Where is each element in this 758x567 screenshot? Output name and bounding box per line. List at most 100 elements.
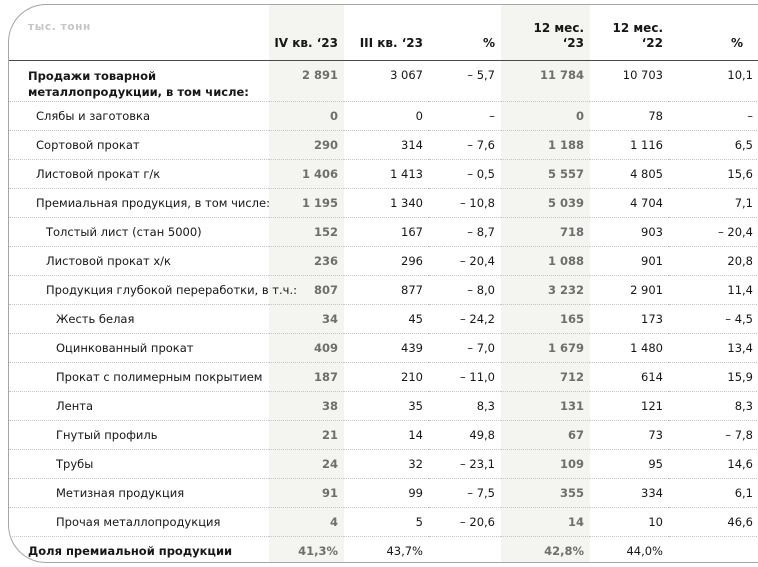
cell-value: 334	[590, 477, 669, 508]
row-label: Жесть белая	[9, 303, 269, 334]
cell-value: 2 891	[269, 60, 344, 102]
unit-label: тыс. тонн	[9, 5, 269, 61]
cell-value: 8,3	[669, 390, 758, 421]
row-label: Оцинкованный прокат	[9, 332, 269, 363]
cell-value: 1 406	[269, 158, 344, 189]
cell-value: 314	[344, 129, 429, 160]
cell-value: 8,3	[429, 390, 501, 421]
cell-value: 73	[590, 419, 669, 450]
column-header-q4-23: IV кв. ‘23	[269, 5, 344, 61]
cell-value: 91	[269, 477, 344, 508]
cell-value: 807	[269, 274, 344, 305]
cell-value: 15,6	[669, 158, 758, 189]
cell-value: 43,7%	[344, 535, 429, 562]
cell-value: 41,3%	[269, 535, 344, 562]
row-label: Премиальная продукция, в том числе:	[9, 187, 270, 218]
table-row: Толстый лист (стан 5000) 152 167– 8,7 718 90…	[9, 216, 758, 247]
cell-value: 5 557	[501, 158, 590, 189]
cell-value: 49,8	[429, 419, 501, 450]
cell-value: 20,8	[669, 245, 758, 276]
cell-value: 6,1	[669, 477, 758, 508]
table-row: Продукция глубокой переработки, в т.ч.: 8…	[9, 274, 758, 305]
cell-value: 296	[344, 245, 429, 276]
cell-value: – 24,2	[429, 303, 501, 334]
cell-value: 131	[501, 390, 590, 421]
cell-value: 6,5	[669, 129, 758, 160]
cell-value: 10,1	[727, 67, 753, 82]
cell-value: 1 188	[501, 129, 590, 160]
cell-value: 32	[344, 448, 429, 479]
cell-value: – 7,5	[429, 477, 501, 508]
cell-value: 46,6	[669, 506, 758, 537]
cell-value	[429, 535, 501, 562]
cell-value: 290	[269, 129, 344, 160]
row-label: Листовой прокат х/к	[9, 245, 269, 276]
cell-value: 165	[501, 303, 590, 334]
cell-value: 614	[590, 361, 669, 392]
cell-value: 1 340	[344, 187, 429, 218]
cell-value: – 11,0	[429, 361, 501, 392]
column-header-pct-quarter: %	[429, 5, 501, 61]
cell-value: –	[429, 100, 501, 131]
column-header-12m-22: 12 мес. ‘22	[590, 5, 669, 61]
cell-value: 35	[344, 390, 429, 421]
cell-value: 1 480	[590, 332, 669, 363]
table-row: Премиальная продукция, в том числе: 1 195…	[9, 187, 758, 218]
cell-value: – 0,5	[429, 158, 501, 189]
cell-value: 712	[501, 361, 590, 392]
cell-value: 121	[590, 390, 669, 421]
row-label: Листовой прокат г/к	[9, 158, 269, 189]
cell-value: 99	[344, 477, 429, 508]
table-row: Прокат с полимерным покрытием 187 210– 11,…	[9, 361, 758, 392]
table-row: Оцинкованный прокат 409 439– 7,0 1 679 1 480…	[9, 332, 758, 363]
cell-value: 187	[269, 361, 344, 392]
row-label: Трубы	[9, 448, 269, 479]
cell-value: –	[669, 100, 758, 131]
row-label: Доля премиальной продукции	[9, 535, 269, 562]
cell-value: 718	[501, 216, 590, 247]
cell-value: 1 195	[269, 187, 344, 218]
table-row: Продажи товарной металлопродукции, в том…	[9, 60, 758, 102]
cell-value: 167	[344, 216, 429, 247]
cell-value: 3 232	[501, 274, 590, 305]
sales-table-panel: тыс. тонн IV кв. ‘23 III кв. ‘23 % 12 ме…	[8, 4, 758, 563]
cell-value: 14,6	[669, 448, 758, 479]
cell-value: 15,9	[669, 361, 758, 392]
cell-value: 236	[269, 245, 344, 276]
cell-value: 903	[590, 216, 669, 247]
row-label: Прокат с полимерным покрытием	[9, 361, 269, 392]
row-label: Сортовой прокат	[9, 129, 269, 160]
cell-value: 42,8%	[501, 535, 590, 562]
cell-value: 10 703	[622, 67, 663, 82]
table-row: Доля премиальной продукции 41,3% 43,7% 42,8…	[9, 535, 758, 562]
cell-value: 67	[501, 419, 590, 450]
cell-value: 5	[344, 506, 429, 537]
row-label: Прочая металлопродукция	[9, 506, 269, 537]
cell-value: 4 805	[590, 158, 669, 189]
table-row: Листовой прокат г/к 1 406 1 413– 0,5 5 557 4…	[9, 158, 758, 189]
cell-value: 439	[344, 332, 429, 363]
cell-value: 4 704	[590, 187, 669, 218]
cell-value: 1 413	[344, 158, 429, 189]
cell-value: 210	[344, 361, 429, 392]
row-label: Продажи товарной металлопродукции, в том…	[28, 68, 249, 99]
cell-value: 0	[269, 100, 344, 131]
cell-value	[669, 535, 758, 562]
cell-value: 11,4	[669, 274, 758, 305]
cell-value: 10	[590, 506, 669, 537]
cell-value: – 7,6	[429, 129, 501, 160]
cell-value: 1 679	[501, 332, 590, 363]
header-row: тыс. тонн IV кв. ‘23 III кв. ‘23 % 12 ме…	[9, 5, 758, 61]
cell-value: – 5,7	[467, 67, 495, 82]
cell-value: 14	[344, 419, 429, 450]
cell-value: – 8,0	[429, 274, 501, 305]
cell-value: – 10,8	[429, 187, 501, 218]
cell-value: 14	[501, 506, 590, 537]
table-row: Прочая металлопродукция 4 5– 20,6 14 10 46,6	[9, 506, 758, 537]
cell-value: 409	[269, 332, 344, 363]
row-label: Метизная продукция	[9, 477, 269, 508]
cell-value: 78	[590, 100, 669, 131]
cell-value: 152	[269, 216, 344, 247]
cell-value: – 23,1	[429, 448, 501, 479]
table-row: Жесть белая 34 45– 24,2 165 173– 4,5	[9, 303, 758, 334]
